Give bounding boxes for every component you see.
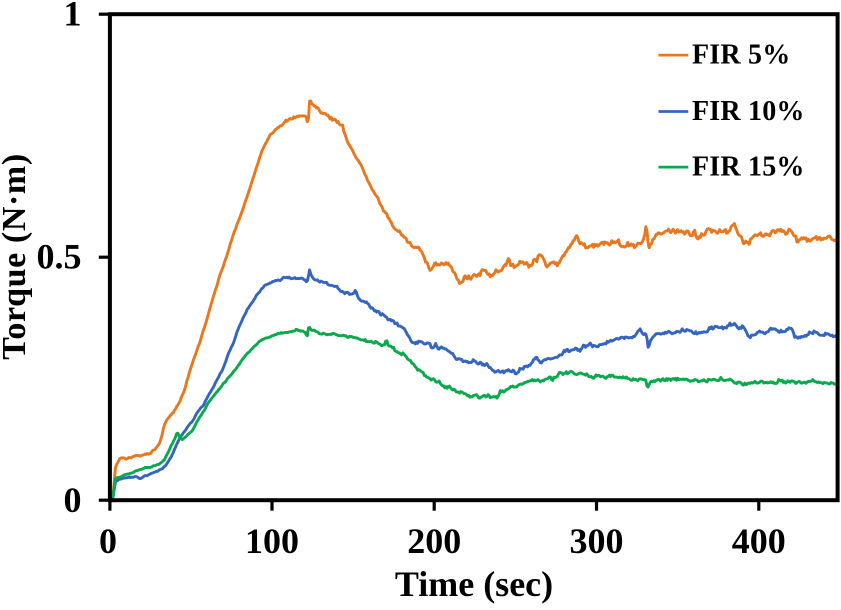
svg-text:Time (sec): Time (sec): [395, 564, 553, 604]
svg-text:FIR 5%: FIR 5%: [692, 40, 790, 71]
svg-text:1: 1: [64, 0, 82, 33]
svg-text:0.5: 0.5: [37, 237, 82, 277]
svg-text:400: 400: [732, 521, 786, 561]
svg-text:FIR 15%: FIR 15%: [692, 152, 805, 183]
svg-text:0: 0: [64, 480, 82, 520]
svg-text:FIR 10%: FIR 10%: [692, 96, 805, 127]
svg-text:300: 300: [570, 521, 624, 561]
svg-text:Torque (N·m): Torque (N·m): [0, 153, 33, 360]
svg-text:200: 200: [407, 521, 461, 561]
svg-text:100: 100: [245, 521, 299, 561]
svg-text:0: 0: [99, 521, 117, 561]
